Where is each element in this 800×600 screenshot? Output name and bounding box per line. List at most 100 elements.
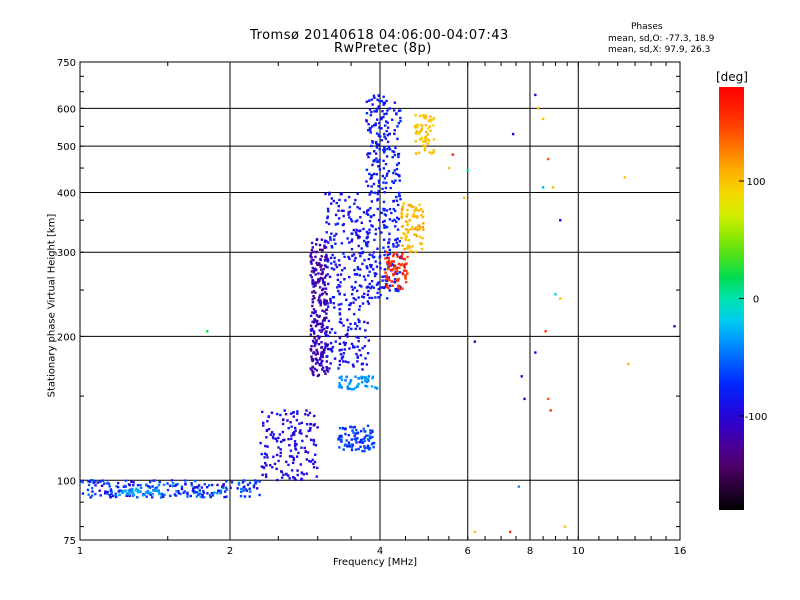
data-point: [361, 346, 364, 350]
data-point: [363, 320, 366, 324]
data-point: [371, 375, 375, 379]
data-point: [330, 232, 333, 235]
data-point: [282, 418, 285, 422]
data-point: [349, 322, 352, 326]
data-point: [347, 326, 350, 329]
data-point: [337, 438, 340, 441]
data-point: [128, 489, 131, 493]
data-point: [281, 422, 285, 426]
data-point: [405, 235, 409, 238]
data-point: [319, 265, 322, 268]
data-point: [392, 207, 395, 211]
data-point: [309, 260, 313, 264]
data-point: [360, 247, 363, 250]
data-point: [419, 242, 422, 245]
data-point: [322, 300, 326, 304]
data-point: [313, 344, 316, 348]
data-point: [324, 330, 328, 333]
data-point: [309, 333, 313, 336]
data-point: [325, 292, 328, 296]
data-point: [462, 196, 466, 199]
data-point: [346, 335, 349, 338]
data-point: [375, 143, 379, 146]
data-point: [308, 429, 312, 432]
data-point: [312, 311, 316, 315]
data-point: [395, 112, 398, 115]
data-point: [451, 153, 455, 156]
data-point: [318, 286, 322, 289]
data-point: [270, 431, 274, 434]
data-point: [397, 161, 401, 165]
data-point: [305, 409, 308, 412]
data-point: [404, 276, 407, 279]
data-point: [395, 199, 399, 202]
data-point: [106, 481, 109, 485]
data-point: [225, 488, 229, 491]
data-point: [340, 434, 343, 437]
data-point: [320, 351, 324, 354]
data-point: [394, 172, 398, 176]
data-point: [192, 489, 196, 493]
data-point: [379, 293, 382, 297]
data-point: [399, 197, 402, 201]
data-point: [354, 437, 358, 440]
data-point: [323, 244, 326, 247]
data-point: [338, 336, 342, 340]
data-point: [320, 293, 324, 296]
data-point: [371, 139, 374, 143]
data-point: [80, 480, 83, 483]
data-point: [309, 274, 312, 277]
data-point: [109, 488, 113, 491]
data-point: [511, 132, 515, 136]
data-point: [357, 296, 360, 299]
data-point: [367, 155, 370, 159]
data-point: [237, 481, 241, 485]
data-point: [365, 236, 369, 239]
data-point: [385, 174, 388, 177]
data-point: [369, 177, 372, 180]
data-point: [356, 355, 359, 358]
data-point: [205, 486, 209, 489]
data-point: [421, 114, 424, 117]
data-point: [360, 377, 364, 380]
data-point: [623, 176, 627, 179]
data-point: [541, 117, 545, 121]
data-point: [322, 267, 325, 271]
data-point: [385, 155, 389, 158]
data-point: [309, 423, 312, 426]
data-point: [348, 257, 351, 260]
data-point: [388, 107, 391, 110]
data-point: [387, 266, 390, 269]
data-point: [384, 137, 388, 140]
data-point: [322, 282, 326, 285]
data-point: [243, 485, 246, 488]
data-point: [334, 331, 337, 334]
data-point: [386, 133, 390, 137]
data-point: [321, 279, 325, 282]
data-point: [365, 180, 368, 183]
data-point: [293, 444, 297, 448]
data-point: [312, 290, 316, 293]
data-point: [400, 208, 404, 211]
data-point: [206, 492, 209, 495]
data-point: [396, 237, 399, 240]
data-point: [319, 304, 322, 307]
data-point: [407, 204, 411, 207]
data-point: [385, 277, 389, 281]
data-point: [324, 287, 328, 290]
data-point: [332, 238, 336, 241]
data-point: [287, 463, 290, 467]
data-point: [294, 448, 298, 451]
data-point: [318, 262, 321, 265]
colorbar-tick-label: 100: [746, 177, 765, 188]
data-point: [347, 211, 350, 214]
data-point: [353, 322, 357, 325]
data-point: [337, 204, 340, 208]
data-point: [352, 346, 355, 349]
data-point: [319, 299, 322, 302]
data-point: [382, 167, 386, 170]
data-point: [154, 486, 157, 490]
data-point: [305, 423, 309, 426]
data-point: [344, 360, 348, 363]
data-point: [89, 496, 92, 499]
